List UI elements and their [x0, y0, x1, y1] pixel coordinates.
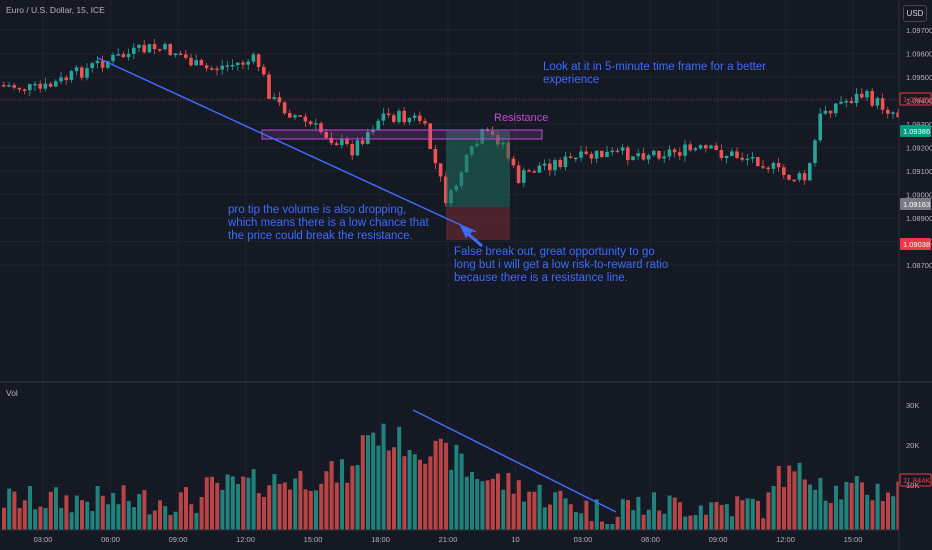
time-tick-label: 15:00: [844, 535, 863, 544]
time-tick-label: 03:00: [574, 535, 593, 544]
grid-lines: [0, 98, 899, 100]
resistance-label: Resistance: [494, 112, 549, 124]
resistance-zone[interactable]: [261, 129, 543, 140]
price-tick-label: 1.09500: [906, 73, 932, 82]
price-tick-label: 1.09400: [906, 97, 932, 106]
price-axis-bg: [899, 0, 932, 550]
price-marker-text: 1.09485: [903, 95, 930, 104]
time-tick-label: 18:00: [371, 535, 390, 544]
price-marker-text: 1.09038: [903, 240, 930, 249]
time-tick-label: 09:00: [709, 535, 728, 544]
volume-tip-note: pro tip the volume is also dropping, whi…: [228, 204, 429, 242]
time-tick-label: 15:00: [304, 535, 323, 544]
price-marker: [900, 238, 931, 250]
arrow-icon: [460, 226, 483, 248]
currency-button[interactable]: USD: [903, 5, 927, 22]
price-tick-label: 1.09100: [906, 167, 932, 176]
price-axis[interactable]: 1.09700 1.09600 1.09500 1.09400 1.09300 1.092…: [906, 26, 932, 270]
volume-value-marker: [899, 473, 932, 487]
long-position-target-zone[interactable]: [446, 131, 510, 207]
price-tick-label: 1.09300: [906, 120, 932, 129]
price-tick-label: 1.09000: [906, 191, 932, 200]
time-tick-label: 06:00: [101, 535, 120, 544]
long-position-stop-zone[interactable]: [446, 207, 510, 240]
volume-value-text: 11.844K: [903, 476, 930, 485]
price-tick-label: 1.09200: [906, 144, 932, 153]
price-tick-label: 1.09700: [906, 26, 932, 35]
symbol-title[interactable]: Euro / U.S. Dollar, 15, ICE: [6, 5, 105, 15]
top-note: Look at it in 5-minute time frame for a …: [543, 61, 767, 86]
price-trendline[interactable]: [97, 57, 477, 233]
price-tick-label: 1.08700: [906, 261, 932, 270]
price-tick-label: 1.08900: [906, 214, 932, 223]
volume-label[interactable]: Vol: [6, 388, 18, 398]
false-breakout-note: False break out, great opportunity to go…: [454, 246, 669, 284]
time-tick-label: 10: [511, 535, 519, 544]
price-marker-text: 1.09386: [903, 127, 930, 136]
volume-tick-label: 20K: [906, 441, 919, 450]
time-tick-label: 21:00: [439, 535, 458, 544]
time-axis[interactable]: 03:00 06:00 09:00 12:00 15:00 18:00 21:00 10 03:…: [34, 535, 863, 544]
price-tick-label: 1.09600: [906, 50, 932, 59]
volume-trendline[interactable]: [412, 409, 617, 513]
time-tick-label: 06:00: [641, 535, 660, 544]
volume-tick-label: 30K: [906, 401, 919, 410]
time-tick-label: 03:00: [34, 535, 53, 544]
time-tick-label: 09:00: [169, 535, 188, 544]
price-marker: [900, 198, 931, 210]
price-markers: 11.844K 1.09485 1.09386 1.09163 1.09038: [899, 92, 932, 487]
volume-bars: [2, 423, 901, 530]
time-tick-label: 12:00: [236, 535, 255, 544]
time-tick-label: 12:00: [776, 535, 795, 544]
price-marker-text: 1.09163: [903, 200, 930, 209]
price-marker: [900, 125, 931, 137]
price-marker: [899, 92, 932, 106]
